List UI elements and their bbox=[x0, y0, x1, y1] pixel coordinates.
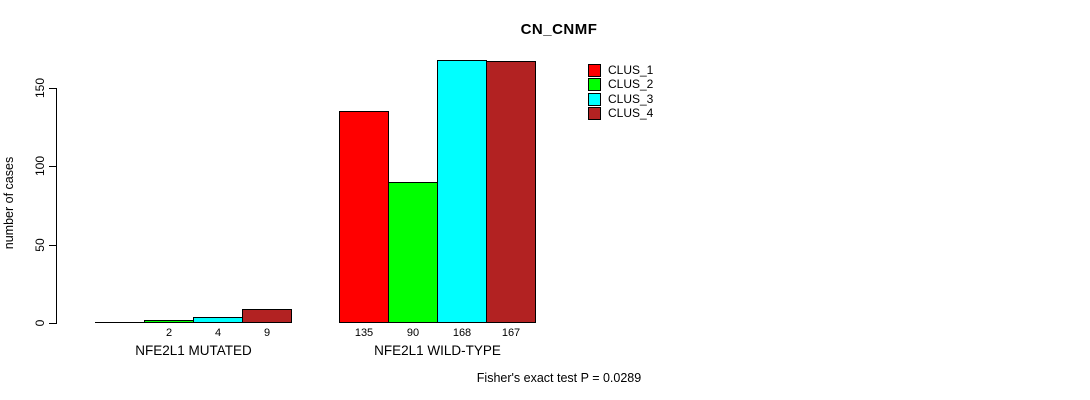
legend-label: CLUS_1 bbox=[608, 62, 654, 77]
y-axis-tick bbox=[49, 323, 56, 324]
y-axis-tick-label: 100 bbox=[33, 156, 47, 177]
bar bbox=[339, 111, 389, 323]
bar-value-label: 4 bbox=[214, 327, 222, 339]
bar bbox=[486, 61, 536, 323]
bar bbox=[242, 309, 292, 323]
bar-value-label: 167 bbox=[501, 327, 521, 339]
annotation-text: Fisher's exact test P = 0.0289 bbox=[476, 371, 642, 385]
bar-value-label: 90 bbox=[406, 327, 420, 339]
group-label: NFE2L1 MUTATED bbox=[135, 343, 252, 358]
legend-label: CLUS_2 bbox=[608, 77, 654, 92]
bar-value-label: 168 bbox=[452, 327, 472, 339]
legend-swatch bbox=[588, 63, 601, 77]
y-axis-label: number of cases bbox=[2, 156, 16, 250]
y-axis-tick bbox=[49, 244, 56, 246]
legend-swatch bbox=[588, 107, 601, 121]
bar bbox=[144, 320, 194, 323]
bar bbox=[437, 60, 487, 323]
bar-value-label: 2 bbox=[165, 327, 173, 339]
legend-swatch bbox=[588, 78, 601, 92]
bar bbox=[388, 182, 438, 323]
y-axis-tick bbox=[49, 88, 56, 89]
y-axis-tick-label: 50 bbox=[33, 237, 47, 252]
legend-swatch bbox=[588, 92, 601, 106]
y-axis-tick-label: 0 bbox=[33, 319, 47, 327]
chart-title: CN_CNMF bbox=[520, 21, 598, 38]
legend-label: CLUS_4 bbox=[608, 106, 654, 121]
y-axis-line bbox=[56, 88, 57, 324]
y-axis-tick bbox=[49, 166, 56, 168]
y-axis-tick-label: 150 bbox=[33, 77, 47, 99]
bar bbox=[193, 317, 243, 323]
legend-label: CLUS_3 bbox=[608, 91, 654, 106]
bar bbox=[95, 322, 145, 323]
group-label: NFE2L1 WILD-TYPE bbox=[374, 343, 501, 358]
bar-value-label: 135 bbox=[354, 327, 374, 339]
bar-value-label: 9 bbox=[263, 327, 271, 339]
